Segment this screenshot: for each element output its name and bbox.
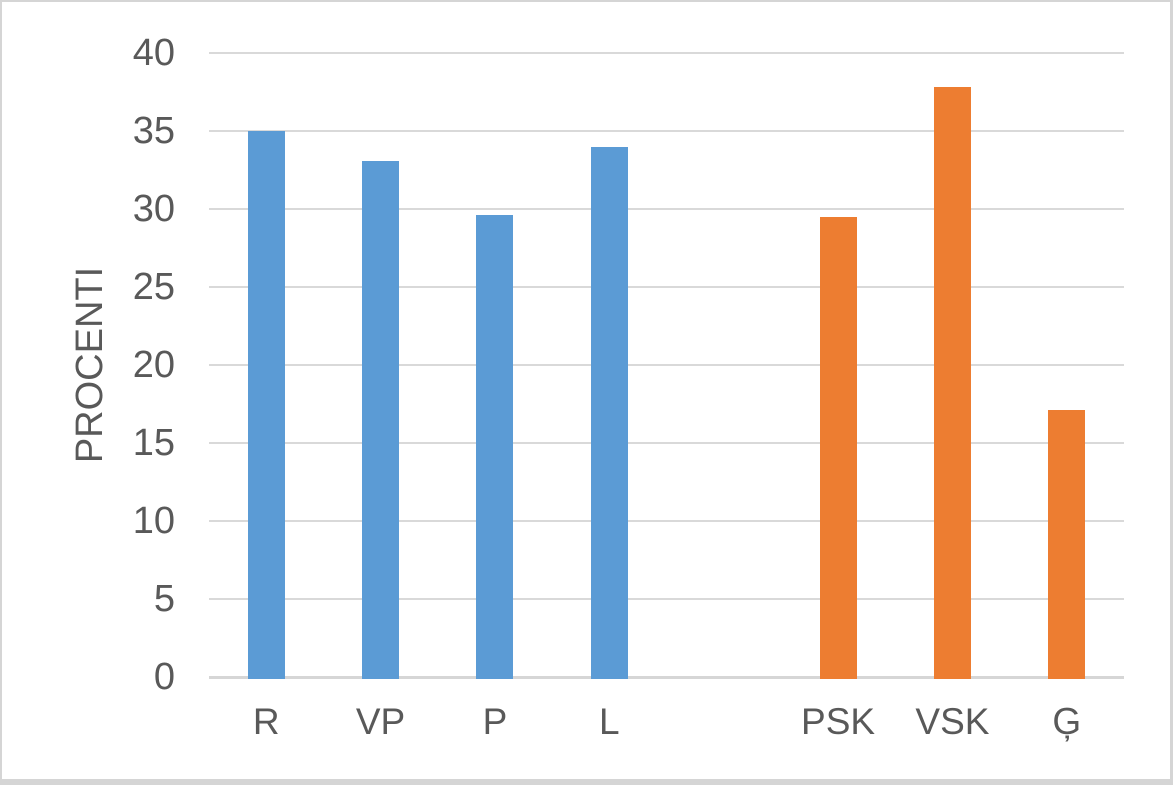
x-tick-label-ģ: Ģ	[1052, 701, 1082, 742]
bar-vp	[362, 160, 400, 679]
y-tick-label: 20	[132, 344, 175, 386]
x-tick-label-psk: PSK	[801, 701, 876, 742]
x-axis-line	[209, 676, 1124, 679]
bar-r	[247, 131, 285, 679]
y-tick-label: 30	[132, 188, 175, 230]
gridline	[209, 520, 1124, 522]
gridline	[209, 442, 1124, 444]
x-tick-label-l: L	[599, 701, 620, 742]
x-tick-label-r: R	[252, 701, 280, 742]
bar-vsk	[933, 87, 971, 679]
bar-ģ	[1048, 410, 1086, 679]
x-tick-label-p: P	[482, 701, 508, 742]
gridline	[209, 208, 1124, 210]
gridline	[209, 286, 1124, 288]
bar-l	[590, 146, 628, 679]
bar-p	[476, 215, 514, 679]
bar-psk	[819, 216, 857, 679]
gridline	[209, 598, 1124, 600]
y-tick-label: 5	[153, 578, 175, 620]
y-tick-label: 35	[132, 110, 175, 152]
x-tick-label-vp: VP	[355, 701, 406, 742]
y-tick-label: 25	[132, 266, 175, 308]
y-tick-label: 40	[132, 32, 175, 74]
gridline	[209, 130, 1124, 132]
gridline	[209, 52, 1124, 54]
y-tick-label: 0	[153, 656, 175, 698]
gridline	[209, 364, 1124, 366]
y-tick-label: 10	[132, 500, 175, 542]
y-tick-label: 15	[132, 422, 175, 464]
x-tick-label-vsk: VSK	[915, 701, 990, 742]
